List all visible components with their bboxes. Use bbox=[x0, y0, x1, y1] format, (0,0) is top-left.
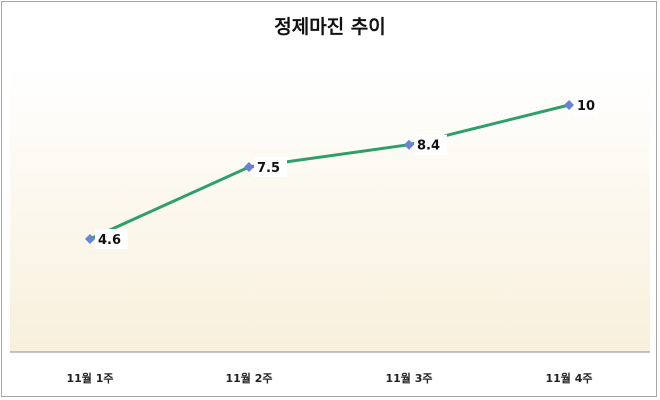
data-label-bg bbox=[574, 95, 598, 115]
data-point-marker-icon bbox=[85, 234, 95, 244]
data-label: 8.4 bbox=[417, 139, 440, 154]
data-label-bg bbox=[414, 134, 447, 155]
x-axis-tick-label: 11월 4주 bbox=[545, 371, 592, 385]
data-point-marker-icon bbox=[564, 100, 574, 110]
data-point-marker-icon bbox=[244, 162, 254, 173]
data-label-bg bbox=[254, 157, 287, 178]
chart-title: 정제마진 추이 bbox=[274, 16, 386, 38]
x-axis-tick-label: 11월 2주 bbox=[225, 371, 272, 385]
data-label: 4.6 bbox=[98, 233, 121, 248]
series-line bbox=[89, 103, 570, 241]
data-label-bg bbox=[95, 229, 128, 249]
x-axis-tick-label: 11월 1주 bbox=[66, 371, 113, 385]
data-label: 7.5 bbox=[257, 161, 280, 176]
data-point-marker-icon bbox=[404, 139, 414, 150]
x-axis-tick-label: 11월 3주 bbox=[385, 371, 432, 385]
data-label: 10 bbox=[577, 99, 595, 114]
